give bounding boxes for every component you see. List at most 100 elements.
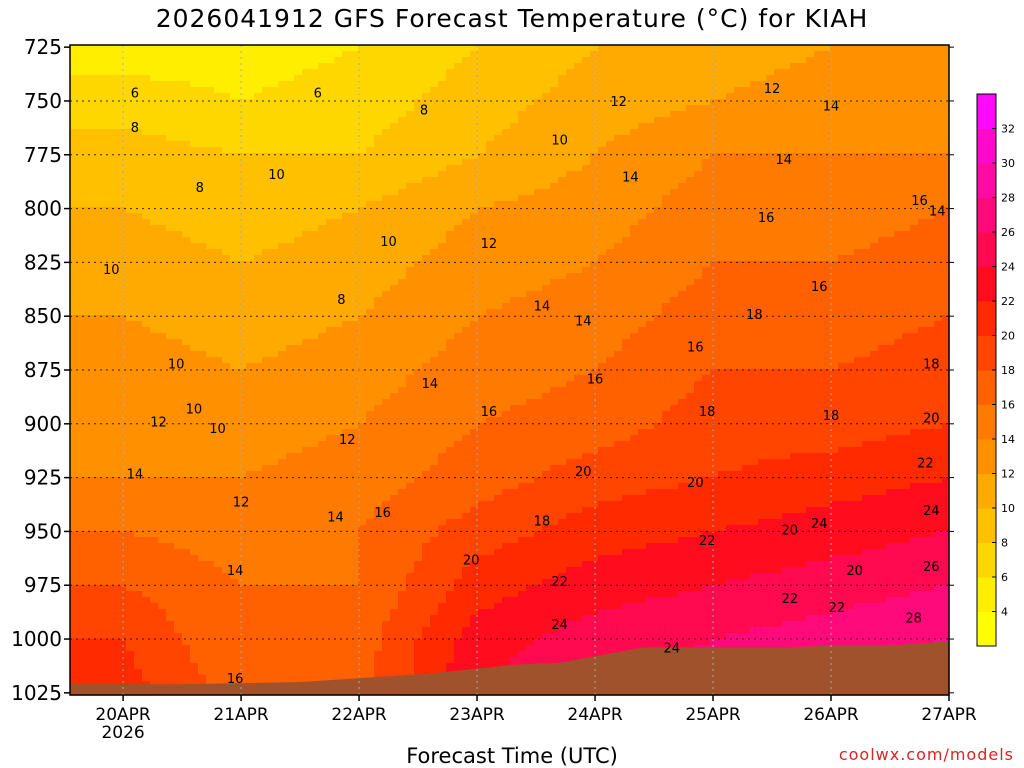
- field-cell: [142, 69, 151, 76]
- field-cell: [302, 249, 311, 256]
- field-cell: [166, 435, 175, 442]
- field-cell: [222, 465, 231, 472]
- field-cell: [238, 147, 247, 154]
- field-cell: [334, 303, 343, 310]
- field-cell: [246, 297, 255, 304]
- field-cell: [118, 177, 127, 184]
- field-cell: [302, 45, 311, 52]
- field-cell: [238, 417, 247, 424]
- field-cell: [390, 447, 399, 454]
- field-cell: [318, 675, 327, 682]
- field-cell: [422, 195, 431, 202]
- field-cell: [358, 339, 367, 346]
- field-cell: [214, 495, 223, 502]
- field-cell: [294, 345, 303, 352]
- field-cell: [134, 369, 143, 376]
- field-cell: [158, 195, 167, 202]
- field-cell: [270, 213, 279, 220]
- field-cell: [278, 153, 287, 160]
- field-cell: [78, 87, 87, 94]
- field-cell: [302, 129, 311, 136]
- field-cell: [254, 513, 263, 520]
- field-cell: [158, 63, 167, 70]
- field-cell: [150, 159, 159, 166]
- field-cell: [254, 531, 263, 538]
- field-cell: [230, 507, 239, 514]
- field-cell: [230, 447, 239, 454]
- field-cell: [182, 633, 191, 640]
- field-cell: [206, 45, 215, 52]
- field-cell: [302, 549, 311, 556]
- field-cell: [254, 465, 263, 472]
- field-cell: [158, 579, 167, 586]
- field-cell: [342, 69, 351, 76]
- field-cell: [326, 465, 335, 472]
- field-cell: [278, 585, 287, 592]
- field-cell: [222, 525, 231, 532]
- field-cell: [158, 69, 167, 76]
- field-cell: [366, 477, 375, 484]
- field-cell: [342, 75, 351, 82]
- field-cell: [174, 429, 183, 436]
- field-cell: [246, 621, 255, 628]
- field-cell: [246, 309, 255, 316]
- field-cell: [422, 573, 431, 580]
- field-cell: [262, 171, 271, 178]
- field-cell: [94, 327, 103, 334]
- field-cell: [278, 297, 287, 304]
- field-cell: [134, 387, 143, 394]
- field-cell: [206, 603, 215, 610]
- field-cell: [350, 549, 359, 556]
- field-cell: [382, 615, 391, 622]
- field-cell: [222, 411, 231, 418]
- field-cell: [206, 219, 215, 226]
- field-cell: [214, 561, 223, 568]
- field-cell: [86, 255, 95, 262]
- field-cell: [414, 609, 423, 616]
- field-cell: [222, 99, 231, 106]
- field-cell: [78, 615, 87, 622]
- field-cell: [78, 165, 87, 172]
- field-cell: [270, 627, 279, 634]
- field-cell: [318, 297, 327, 304]
- field-cell: [286, 519, 295, 526]
- field-cell: [390, 321, 399, 328]
- field-cell: [286, 297, 295, 304]
- field-cell: [350, 435, 359, 442]
- field-cell: [246, 123, 255, 130]
- field-cell: [238, 423, 247, 430]
- field-cell: [254, 255, 263, 262]
- temperature-field: [70, 45, 950, 696]
- field-cell: [246, 435, 255, 442]
- field-cell: [230, 375, 239, 382]
- field-cell: [78, 339, 87, 346]
- field-cell: [278, 435, 287, 442]
- field-cell: [350, 513, 359, 520]
- field-cell: [422, 63, 431, 70]
- field-cell: [270, 597, 279, 604]
- field-cell: [222, 153, 231, 160]
- field-cell: [126, 69, 135, 76]
- field-cell: [206, 255, 215, 262]
- field-cell: [182, 285, 191, 292]
- field-cell: [326, 477, 335, 484]
- field-cell: [110, 591, 119, 598]
- field-cell: [254, 405, 263, 412]
- field-cell: [286, 225, 295, 232]
- field-cell: [398, 87, 407, 94]
- field-cell: [342, 375, 351, 382]
- field-cell: [350, 363, 359, 370]
- field-cell: [390, 357, 399, 364]
- field-cell: [118, 51, 127, 58]
- field-cell: [262, 369, 271, 376]
- field-cell: [414, 285, 423, 292]
- field-cell: [390, 411, 399, 418]
- field-cell: [270, 615, 279, 622]
- field-cell: [294, 255, 303, 262]
- field-cell: [366, 339, 375, 346]
- field-cell: [302, 213, 311, 220]
- field-cell: [126, 405, 135, 412]
- field-cell: [302, 531, 311, 538]
- field-cell: [198, 213, 207, 220]
- field-cell: [118, 549, 127, 556]
